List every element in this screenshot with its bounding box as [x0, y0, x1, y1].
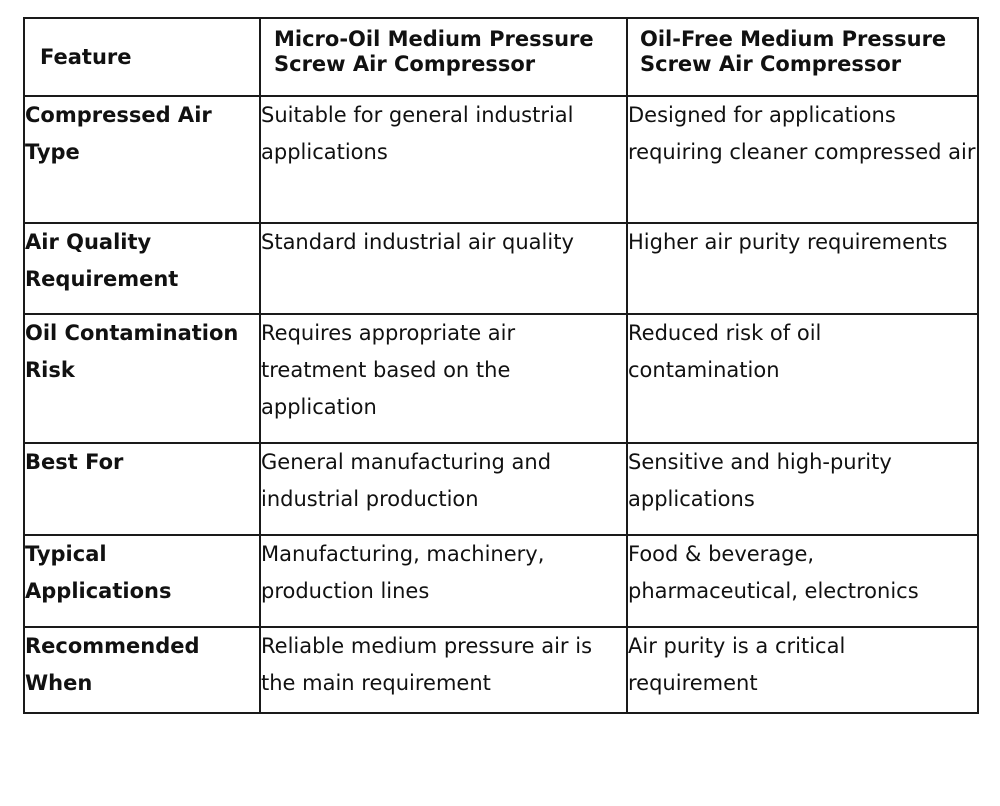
micro-oil-cell: Suitable for general industrial applicat… [259, 95, 628, 224]
header-oil-free: Oil-Free Medium Pressure Screw Air Compr… [626, 17, 979, 97]
feature-cell: Best For [23, 442, 261, 536]
oil-free-cell: Higher air purity requirements [626, 222, 979, 315]
table-row: Compressed Air Type Suitable for general… [23, 95, 979, 224]
feature-cell: Oil Contamination Risk [23, 313, 261, 444]
table-row: Best For General manufacturing and indus… [23, 442, 979, 536]
oil-free-cell: Air purity is a critical requirement [626, 626, 979, 714]
comparison-table: Feature Micro-Oil Medium Pressure Screw … [23, 17, 979, 714]
feature-cell: Air Quality Requirement [23, 222, 261, 315]
header-micro-oil: Micro-Oil Medium Pressure Screw Air Comp… [259, 17, 628, 97]
oil-free-cell: Designed for applications requiring clea… [626, 95, 979, 224]
micro-oil-cell: General manufacturing and industrial pro… [259, 442, 628, 536]
table-header-row: Feature Micro-Oil Medium Pressure Screw … [23, 17, 979, 97]
feature-cell: Compressed Air Type [23, 95, 261, 224]
feature-cell: Recommended When [23, 626, 261, 714]
table-row: Oil Contamination Risk Requires appropri… [23, 313, 979, 444]
micro-oil-cell: Standard industrial air quality [259, 222, 628, 315]
oil-free-cell: Sensitive and high-purity applications [626, 442, 979, 536]
oil-free-cell: Reduced risk of oil contamination [626, 313, 979, 444]
table-row: Typical Applications Manufacturing, mach… [23, 534, 979, 628]
table-row: Air Quality Requirement Standard industr… [23, 222, 979, 315]
header-feature: Feature [23, 17, 261, 97]
table-row: Recommended When Reliable medium pressur… [23, 626, 979, 714]
feature-cell: Typical Applications [23, 534, 261, 628]
oil-free-cell: Food & beverage, pharmaceutical, electro… [626, 534, 979, 628]
micro-oil-cell: Requires appropriate air treatment based… [259, 313, 628, 444]
micro-oil-cell: Manufacturing, machinery, production lin… [259, 534, 628, 628]
micro-oil-cell: Reliable medium pressure air is the main… [259, 626, 628, 714]
